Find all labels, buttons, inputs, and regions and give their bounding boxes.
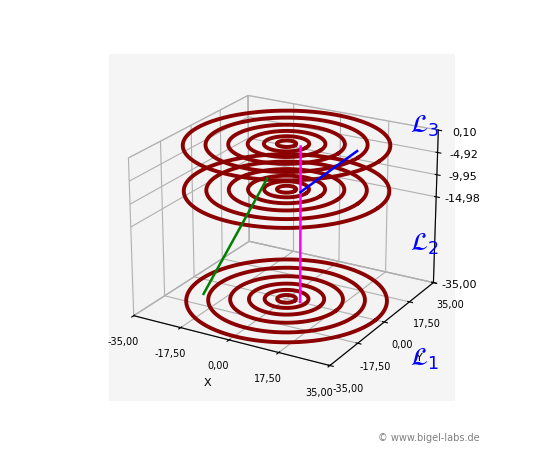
Text: $\mathcal{L}_3$: $\mathcal{L}_3$ bbox=[410, 114, 439, 140]
Text: © www.bigel-labs.de: © www.bigel-labs.de bbox=[378, 433, 480, 443]
Text: $\mathcal{L}_2$: $\mathcal{L}_2$ bbox=[410, 232, 439, 257]
Y-axis label: Y: Y bbox=[416, 353, 422, 363]
Text: $\mathcal{L}_1$: $\mathcal{L}_1$ bbox=[410, 346, 439, 372]
X-axis label: X: X bbox=[204, 378, 212, 388]
